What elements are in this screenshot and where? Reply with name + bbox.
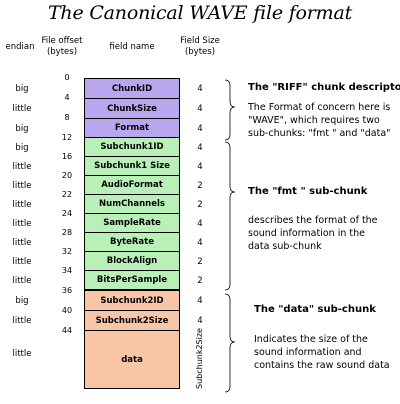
endian-label: little xyxy=(12,219,32,229)
offset-label: 16 xyxy=(61,152,73,161)
fmt-description-text: describes the format of the sound inform… xyxy=(248,215,378,252)
field-subchunk1size: Subchunk1 Size xyxy=(84,156,180,176)
field-subchunk2id: Subchunk2ID xyxy=(84,290,180,311)
field-numchannels: NumChannels xyxy=(84,194,180,214)
data-description-title: The "data" sub-chunk xyxy=(254,304,376,315)
offset-label: 22 xyxy=(61,190,73,199)
endian-label: big xyxy=(15,143,29,153)
endian-label: little xyxy=(12,181,32,191)
endian-label: little xyxy=(12,349,32,359)
field-size-value: 4 xyxy=(197,124,203,134)
endian-label: big xyxy=(15,296,29,306)
endian-label: little xyxy=(12,257,32,267)
endian-label: big xyxy=(15,124,29,134)
data-description-text: Indicates the size of the sound informat… xyxy=(254,334,390,371)
offset-label: 0 xyxy=(64,73,70,82)
diagram-title: The Canonical WAVE file format xyxy=(47,2,353,24)
field-size-value: 4 xyxy=(197,104,203,114)
endian-label: little xyxy=(12,238,32,248)
header-file-offset: File offset (bytes) xyxy=(41,36,83,57)
fmt-description-title: The "fmt " sub-chunk xyxy=(248,186,368,197)
riff-brace xyxy=(224,79,236,141)
field-size-value: 4 xyxy=(197,316,203,326)
offset-label: 12 xyxy=(61,133,73,142)
fmt-brace xyxy=(224,141,236,291)
endian-label: big xyxy=(15,84,29,94)
field-size-value: 4 xyxy=(197,143,203,153)
field-size-value: 2 xyxy=(197,181,203,191)
field-byterate: ByteRate xyxy=(84,232,180,252)
field-subchunk2size: Subchunk2Size xyxy=(84,310,180,331)
field-size-value: 4 xyxy=(197,296,203,306)
endian-label: little xyxy=(12,200,32,210)
field-subchunk1id: Subchunk1ID xyxy=(84,137,180,157)
field-format: Format xyxy=(84,118,180,138)
header-endian: endian xyxy=(5,42,35,52)
endian-label: little xyxy=(12,316,32,326)
field-size-value: 2 xyxy=(197,200,203,210)
offset-label: 24 xyxy=(61,209,73,218)
field-size-value: 4 xyxy=(197,84,203,94)
riff-description-text: The Format of concern here is "WAVE", wh… xyxy=(248,102,391,139)
header-field-name: field name xyxy=(109,42,155,52)
field-size-value: 2 xyxy=(197,276,203,286)
endian-label: little xyxy=(12,162,32,172)
offset-label: 32 xyxy=(61,247,73,256)
field-size-value: 2 xyxy=(197,257,203,267)
offset-label: 4 xyxy=(64,93,70,102)
riff-description-title: The "RIFF" chunk descriptor xyxy=(248,82,400,93)
field-size-value: 4 xyxy=(197,238,203,248)
offset-label: 28 xyxy=(61,228,73,237)
endian-label: little xyxy=(12,276,32,286)
offset-label: 36 xyxy=(61,286,73,295)
field-size-value-vertical: Subchunk2Size xyxy=(195,328,204,389)
data-brace xyxy=(224,293,236,393)
endian-label: little xyxy=(12,104,32,114)
field-bitspersample: BitsPerSample xyxy=(84,270,180,290)
brace-group xyxy=(224,79,236,393)
field-chunkid: ChunkID xyxy=(84,78,180,99)
field-chunksize: ChunkSize xyxy=(84,98,180,119)
field-audioformat: AudioFormat xyxy=(84,175,180,195)
field-data: data xyxy=(84,330,180,389)
field-size-value: 4 xyxy=(197,219,203,229)
offset-label: 8 xyxy=(64,113,70,122)
offset-label: 40 xyxy=(61,306,73,315)
offset-label: 20 xyxy=(61,171,73,180)
offset-label: 34 xyxy=(61,266,73,275)
field-blockalign: BlockAlign xyxy=(84,251,180,271)
header-field-size: Field Size (bytes) xyxy=(180,36,220,57)
offset-label: 44 xyxy=(61,326,73,335)
field-size-value: 4 xyxy=(197,162,203,172)
field-samplerate: SampleRate xyxy=(84,213,180,233)
